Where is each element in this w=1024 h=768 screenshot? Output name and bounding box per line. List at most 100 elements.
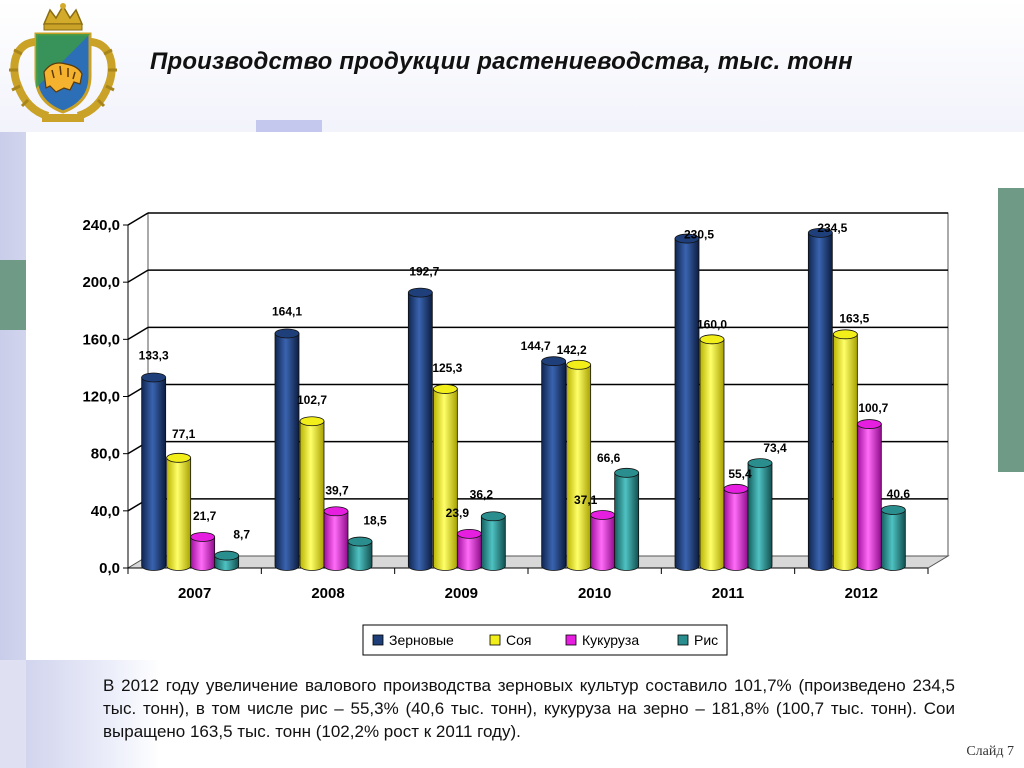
bar-Соя-2011 — [699, 334, 725, 571]
data-label: 55,4 — [728, 467, 752, 481]
legend-swatch-Рис — [677, 634, 689, 646]
data-label: 144,7 — [521, 339, 551, 353]
bar-top — [832, 329, 858, 340]
data-label: 37,1 — [574, 493, 598, 507]
bar-body — [614, 472, 640, 571]
y-tick-label: 240,0 — [82, 217, 120, 234]
legend-swatch-Соя — [489, 634, 501, 646]
bar-top — [699, 334, 725, 345]
bar-top — [590, 510, 616, 520]
bar-top — [541, 356, 567, 367]
y-tick-label: 0,0 — [99, 560, 120, 577]
bar-body — [274, 333, 300, 571]
bar-top — [166, 452, 192, 463]
data-label: 125,3 — [432, 361, 462, 375]
data-label: 163,5 — [839, 311, 869, 325]
gridline-side — [127, 269, 149, 283]
bar-top — [141, 372, 167, 383]
data-label: 66,6 — [597, 451, 621, 465]
y-tick-label: 160,0 — [82, 331, 120, 348]
legend-swatch-Зерновые — [372, 634, 384, 646]
x-tick-label: 2008 — [311, 585, 344, 602]
bar-body — [456, 533, 482, 571]
bar-top — [274, 328, 300, 339]
y-axis: 0,0 40,0 80,0 120,0 160,0 200,0 240,0 — [82, 217, 129, 577]
legend-box — [362, 624, 728, 656]
bar-top — [407, 287, 433, 298]
legend: Зерновые Соя Кукуруза Рис — [362, 624, 728, 656]
data-label: 40,6 — [887, 487, 911, 501]
bar-Соя-2012 — [832, 329, 858, 571]
bar-top — [674, 233, 700, 244]
data-labels: 133,3 164,1 192,7 144,7 230,5 234,5 77,1 102,7 1… — [139, 221, 911, 542]
decor-lavender-block — [256, 120, 322, 134]
summary-text: В 2012 году увеличение валового производ… — [103, 676, 955, 741]
data-label: 18,5 — [363, 514, 387, 528]
bar-Рис-2009 — [480, 511, 506, 571]
x-tick-label: 2012 — [845, 585, 878, 602]
bar-top — [432, 384, 458, 394]
data-label: 230,5 — [684, 228, 714, 242]
bar-Зерновые-2010 — [541, 356, 567, 571]
data-label: 133,3 — [139, 348, 169, 362]
bar-series — [141, 227, 906, 571]
data-label: 23,9 — [446, 506, 470, 520]
bar-Рис-2011 — [747, 458, 773, 571]
bar-body — [480, 515, 506, 571]
bar-Зерновые-2007 — [141, 372, 167, 571]
x-axis: 2007 2008 2009 2010 2011 2012 — [127, 567, 929, 602]
bar-body — [323, 510, 349, 571]
bar-body — [807, 232, 833, 571]
data-label: 39,7 — [325, 483, 349, 497]
bar-top — [323, 506, 349, 517]
data-label: 21,7 — [193, 509, 217, 523]
bar-top — [190, 532, 216, 542]
bar-Рис-2007 — [214, 550, 240, 571]
bar-Зерновые-2009 — [407, 287, 433, 571]
bar-body — [166, 457, 192, 571]
bar-body — [832, 333, 858, 571]
bar-body — [747, 462, 773, 571]
bar-Кукуруза-2012 — [856, 419, 882, 571]
bar-top — [723, 483, 749, 494]
bar-Кукуруза-2010 — [590, 510, 616, 571]
legend-label: Рис — [694, 632, 718, 648]
bar-top — [480, 511, 506, 522]
slide-title: Производство продукции растениеводства, … — [150, 48, 853, 75]
bar-body — [432, 388, 458, 571]
bar-body — [541, 360, 567, 571]
bar-Зерновые-2012 — [807, 227, 833, 571]
decor-lavender-block-bottom — [0, 660, 26, 768]
bar-top — [566, 359, 592, 370]
data-label: 77,1 — [172, 427, 196, 441]
bar-Кукуруза-2011 — [723, 483, 749, 571]
bar-body — [699, 338, 725, 571]
bar-Кукуруза-2009 — [456, 528, 482, 571]
bar-top — [214, 550, 240, 561]
slide-number: Слайд 7 — [966, 744, 1014, 759]
bar-body — [299, 420, 325, 571]
data-label: 192,7 — [409, 265, 439, 279]
decor-green-block-right — [998, 188, 1024, 472]
bar-Зерновые-2011 — [674, 233, 700, 571]
gridline-side — [127, 326, 149, 340]
x-tick-label: 2007 — [178, 585, 211, 602]
data-label: 142,2 — [557, 343, 587, 357]
background-top-band — [0, 0, 1024, 132]
bar-body — [674, 238, 700, 571]
x-tick-label: 2009 — [445, 585, 478, 602]
bar-top — [614, 467, 640, 478]
y-tick-label: 200,0 — [82, 274, 120, 291]
gridline-side — [127, 212, 149, 226]
data-label: 100,7 — [858, 401, 888, 415]
bar-body — [566, 364, 592, 571]
data-label: 164,1 — [272, 304, 302, 318]
bar-body — [856, 423, 882, 571]
bar-body — [190, 536, 216, 571]
legend-label: Зерновые — [389, 632, 454, 648]
y-tick-label: 40,0 — [91, 503, 120, 520]
bar-Соя-2010 — [566, 359, 592, 571]
bar-top — [856, 419, 882, 429]
bar-Кукуруза-2007 — [190, 532, 216, 571]
